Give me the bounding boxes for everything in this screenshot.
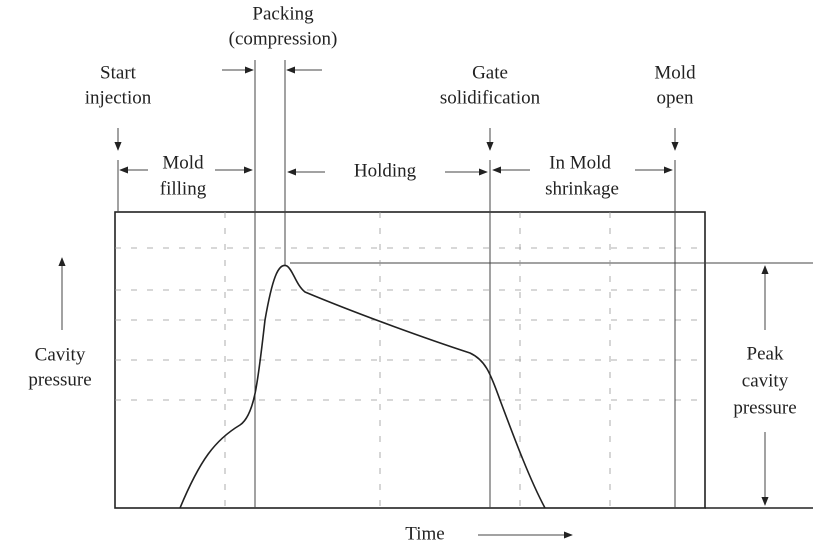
- label: Start: [100, 62, 137, 83]
- pressure-curve: [179, 264, 546, 509]
- label: Packing: [252, 3, 314, 24]
- label: filling: [160, 178, 207, 199]
- label: shrinkage: [545, 178, 619, 199]
- label: Holding: [354, 160, 417, 181]
- label: open: [657, 87, 694, 108]
- label: (compression): [229, 28, 338, 49]
- label: pressure: [733, 397, 796, 418]
- top-arrows: [114, 66, 679, 176]
- side-arrows: [58, 257, 769, 539]
- label: Mold: [162, 152, 204, 173]
- label: Peak: [747, 343, 784, 364]
- label: pressure: [28, 369, 91, 390]
- label: cavity: [742, 370, 789, 391]
- label: Cavity: [35, 344, 86, 365]
- label: Mold: [654, 62, 696, 83]
- label: injection: [85, 87, 152, 108]
- background-grid: [115, 212, 705, 508]
- label: solidification: [440, 87, 541, 108]
- phase-lines: [117, 60, 676, 508]
- label: Time: [405, 523, 444, 544]
- plot-frame: [114, 211, 813, 509]
- labels: Start injection Packing (compression) Ga…: [28, 3, 796, 544]
- label: Gate: [472, 62, 508, 83]
- label: In Mold: [549, 152, 611, 173]
